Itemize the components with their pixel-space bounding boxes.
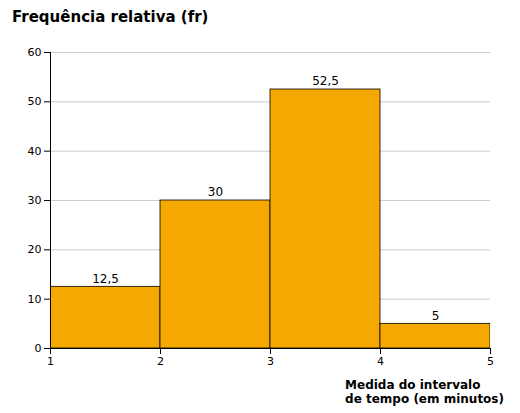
svg-text:52,5: 52,5 [312, 74, 339, 88]
svg-text:50: 50 [28, 95, 42, 108]
svg-text:30: 30 [208, 185, 223, 199]
svg-text:5: 5 [432, 309, 440, 323]
svg-text:60: 60 [28, 46, 42, 59]
svg-text:12,5: 12,5 [92, 272, 119, 286]
svg-text:4: 4 [377, 355, 384, 368]
html-text:Medida do intervalo de tempo (: Medida do intervalo de tempo (em minutos… [345, 378, 504, 406]
svg-text:30: 30 [28, 194, 42, 207]
svg-text:1: 1 [47, 355, 54, 368]
svg-text:5: 5 [487, 355, 494, 368]
svg-text:2: 2 [157, 355, 164, 368]
svg-text:20: 20 [28, 243, 42, 256]
svg-text:10: 10 [28, 293, 42, 306]
svg-text:0: 0 [35, 342, 42, 355]
svg-text:3: 3 [267, 355, 274, 368]
svg-text:40: 40 [28, 145, 42, 158]
html-text:Frequência relativa (fr): Frequência relativa (fr) [12, 8, 209, 26]
